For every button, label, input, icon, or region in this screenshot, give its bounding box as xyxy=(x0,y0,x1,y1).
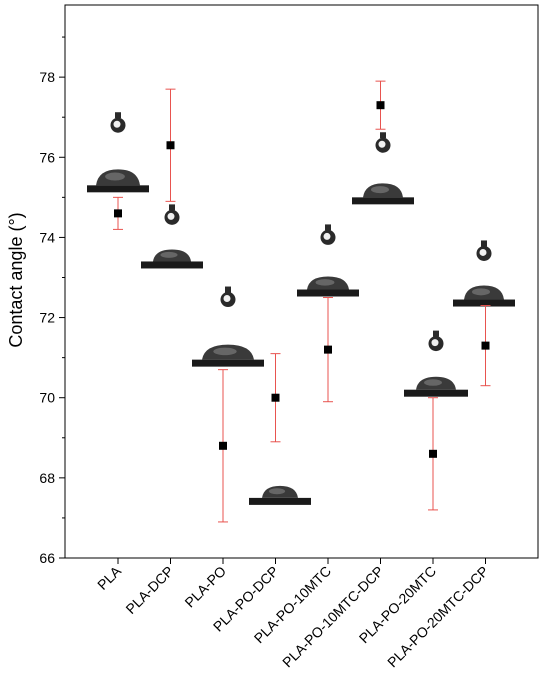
needle-tip xyxy=(380,132,386,139)
y-tick-label: 66 xyxy=(39,550,55,566)
pendant-highlight xyxy=(479,248,487,256)
x-tick-label: PLA xyxy=(94,562,124,592)
drop-highlight xyxy=(268,488,286,495)
droplet-image xyxy=(87,112,149,193)
drop-highlight xyxy=(315,279,335,286)
needle-tip xyxy=(225,286,231,293)
data-point xyxy=(114,209,122,218)
droplet-image xyxy=(297,224,359,297)
data-point xyxy=(219,441,227,450)
substrate xyxy=(192,359,264,367)
pendant-highlight xyxy=(378,140,386,148)
y-tick-label: 76 xyxy=(39,149,55,165)
drop-highlight xyxy=(472,288,490,296)
data-point xyxy=(429,449,437,458)
needle-tip xyxy=(481,240,487,247)
needle-tip xyxy=(115,112,121,119)
data-point xyxy=(376,101,385,110)
droplet-image xyxy=(352,132,414,205)
axes xyxy=(59,4,539,564)
needle-tip xyxy=(325,224,331,231)
drop-highlight xyxy=(371,186,389,194)
substrate xyxy=(352,197,414,205)
droplet-image xyxy=(141,204,203,269)
y-tick-label: 70 xyxy=(39,390,55,406)
pendant-highlight xyxy=(431,339,439,347)
pendant-highlight xyxy=(323,232,331,240)
pendant-highlight xyxy=(167,212,175,220)
y-tick-label: 74 xyxy=(39,229,55,245)
data-point xyxy=(166,141,175,150)
substrate xyxy=(141,261,203,269)
droplet-images xyxy=(87,112,515,505)
y-axis-label: Contact angle (°) xyxy=(6,212,26,347)
plot-frame xyxy=(64,4,539,559)
needle-tip xyxy=(433,330,439,337)
y-tick-label: 68 xyxy=(39,470,55,486)
drop-highlight xyxy=(424,379,442,386)
y-tick-label: 78 xyxy=(39,69,55,85)
drop-highlight xyxy=(160,251,178,258)
substrate xyxy=(404,389,468,397)
data-point xyxy=(481,341,490,350)
substrate xyxy=(297,289,359,297)
y-tick-label: 72 xyxy=(39,310,55,326)
droplet-image xyxy=(249,485,311,505)
x-tick-label: PLA-PO-10MTC-DCP xyxy=(279,563,387,671)
substrate xyxy=(87,185,149,193)
substrate xyxy=(249,497,311,505)
data-points xyxy=(114,101,490,458)
pendant-highlight xyxy=(113,120,121,128)
needle-tip xyxy=(169,204,175,211)
data-point xyxy=(271,393,280,402)
droplet-image xyxy=(404,330,468,397)
x-tick-label: PLA-PO xyxy=(181,563,229,611)
data-point xyxy=(324,345,332,354)
x-tick-label: PLA-PO-20MTC-DCP xyxy=(384,563,492,671)
droplet-image xyxy=(453,240,515,307)
pendant-highlight xyxy=(223,295,231,303)
substrate xyxy=(453,299,515,307)
drop-highlight xyxy=(213,347,237,356)
drop-highlight xyxy=(105,172,125,181)
droplet-image xyxy=(192,286,264,367)
x-tick-label: PLA-DCP xyxy=(122,563,176,617)
